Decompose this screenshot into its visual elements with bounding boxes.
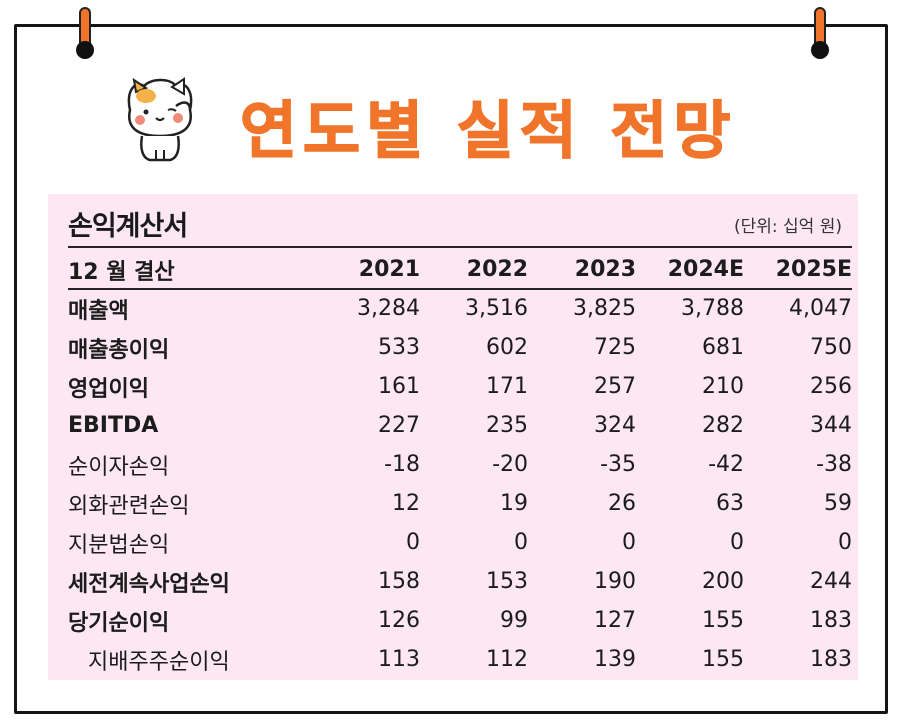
table-cell: 0 <box>730 530 744 555</box>
table-cell: 171 <box>486 374 528 399</box>
table-cell: 139 <box>594 647 636 672</box>
row-label: 당기순이익 <box>68 610 170 636</box>
column-header: 2024E <box>667 257 744 282</box>
row-label: 외화관련손익 <box>68 493 190 519</box>
page-title: 연도별 실적 전망 <box>239 93 737 168</box>
table-cell: 12 <box>392 491 420 516</box>
table-cell: 190 <box>594 569 636 594</box>
table-cell: 257 <box>594 374 636 399</box>
table-cell: 63 <box>716 491 744 516</box>
table-cell: -20 <box>492 452 528 477</box>
row-label: EBITDA <box>68 413 159 438</box>
table-cell: 282 <box>702 413 744 438</box>
income-statement-panel: 손익계산서 (단위: 십억 원) <box>48 194 858 680</box>
cat-mascot-icon <box>127 77 193 162</box>
table-cell: 99 <box>500 608 528 633</box>
table-cell: 0 <box>622 530 636 555</box>
column-header: 12 월 결산 <box>68 259 175 285</box>
unit-note: (단위: 십억 원) <box>734 217 842 237</box>
header-top-rule <box>68 246 852 248</box>
table-cell: 256 <box>810 374 852 399</box>
table-cell: 4,047 <box>789 296 852 321</box>
table-cell: 244 <box>810 569 852 594</box>
table-cell: 0 <box>514 530 528 555</box>
table-cell: 183 <box>810 647 852 672</box>
table-cell: 155 <box>702 647 744 672</box>
table-row: 외화관련손익 12 19 26 63 59 <box>68 484 852 523</box>
table-cell: 26 <box>608 491 636 516</box>
table-cell: 227 <box>378 413 420 438</box>
table-cell: 533 <box>378 335 420 360</box>
column-header: 2023 <box>574 257 636 282</box>
row-label: 지분법손익 <box>68 532 170 558</box>
table-cell: 324 <box>594 413 636 438</box>
table-cell: 725 <box>594 335 636 360</box>
row-label: 영업이익 <box>68 376 149 402</box>
column-header: 2025E <box>775 257 852 282</box>
table-cell: 3,284 <box>357 296 420 321</box>
table-cell: 113 <box>378 647 420 672</box>
row-label: 매출액 <box>68 298 129 324</box>
table-row: 지분법손익 0 0 0 0 0 <box>68 523 852 562</box>
table-cell: 602 <box>486 335 528 360</box>
table-cell: 153 <box>486 569 528 594</box>
table-cell: 126 <box>378 608 420 633</box>
table-row: 순이자손익 -18 -20 -35 -42 -38 <box>68 445 852 484</box>
table-row: 세전계속사업손익 158 153 190 200 244 <box>68 562 852 601</box>
table-cell: 19 <box>500 491 528 516</box>
table-cell: 158 <box>378 569 420 594</box>
table-cell: 59 <box>824 491 852 516</box>
table-cell: -35 <box>600 452 636 477</box>
table-cell: -42 <box>708 452 744 477</box>
row-label: 지배주주순이익 <box>88 649 230 675</box>
binder-ring-right-icon <box>811 7 829 59</box>
table-cell: 235 <box>486 413 528 438</box>
header-bottom-rule <box>68 288 852 290</box>
table-cell: 0 <box>838 530 852 555</box>
table-cell: -18 <box>384 452 420 477</box>
table-cell: 183 <box>810 608 852 633</box>
table-row: EBITDA 227 235 324 282 344 <box>68 406 852 445</box>
column-header: 2022 <box>466 257 528 282</box>
statement-header: 손익계산서 (단위: 십억 원) <box>48 194 858 246</box>
row-label: 세전계속사업손익 <box>68 571 230 597</box>
table-cell: 750 <box>810 335 852 360</box>
table-cell: 0 <box>406 530 420 555</box>
row-label: 매출총이익 <box>68 337 170 363</box>
table-header-row: 12 월 결산 2021 2022 2023 2024E 2025E <box>68 250 852 289</box>
table-row: 매출총이익 533 602 725 681 750 <box>68 328 852 367</box>
table-cell: 200 <box>702 569 744 594</box>
table-row: 지배주주순이익 113 112 139 155 183 <box>68 640 852 679</box>
table-cell: 127 <box>594 608 636 633</box>
table-cell: 210 <box>702 374 744 399</box>
binder-ring-left-icon <box>76 7 94 59</box>
table-cell: 3,825 <box>573 296 636 321</box>
table-cell: 3,788 <box>681 296 744 321</box>
row-label: 순이자손익 <box>68 454 170 480</box>
table-cell: -38 <box>816 452 852 477</box>
table-row: 매출액 3,284 3,516 3,825 3,788 4,047 <box>68 289 852 328</box>
table-cell: 3,516 <box>465 296 528 321</box>
table-cell: 161 <box>378 374 420 399</box>
table-cell: 681 <box>702 335 744 360</box>
table-row: 영업이익 161 171 257 210 256 <box>68 367 852 406</box>
income-statement-table: 12 월 결산 2021 2022 2023 2024E 2025E 매출액 3,… <box>68 250 852 679</box>
table-row: 당기순이익 126 99 127 155 183 <box>68 601 852 640</box>
table-cell: 155 <box>702 608 744 633</box>
table-cell: 344 <box>810 413 852 438</box>
column-header: 2021 <box>358 257 420 282</box>
statement-title: 손익계산서 <box>68 211 188 242</box>
table-cell: 112 <box>486 647 528 672</box>
